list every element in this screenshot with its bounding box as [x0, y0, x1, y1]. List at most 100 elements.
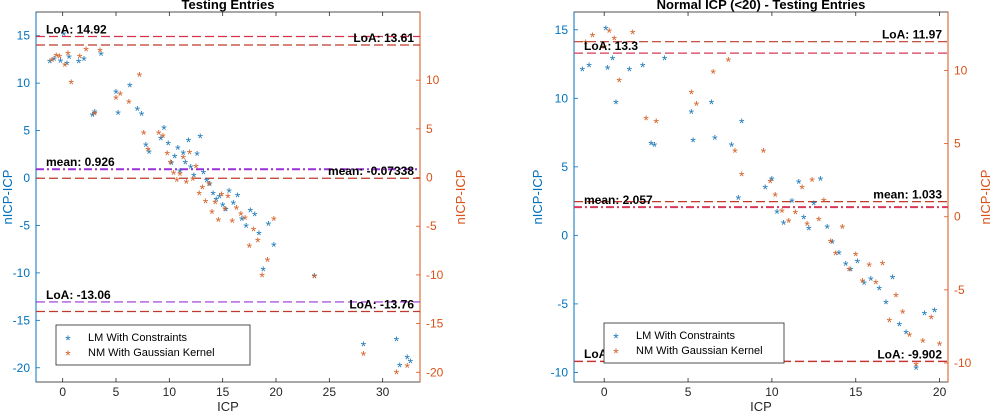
right-y-tick-label: -20	[426, 365, 444, 379]
nm-marker: *	[601, 41, 607, 57]
lm-marker: *	[796, 175, 802, 191]
lm-marker: *	[191, 169, 197, 185]
lm-marker: *	[214, 193, 220, 209]
legend: * LM With Constraints * NM With Gaussian…	[603, 322, 785, 364]
nm-marker: *	[57, 50, 63, 66]
limit-lines	[36, 35, 420, 313]
lm-marker: *	[736, 192, 742, 208]
lm-marker: *	[877, 282, 883, 298]
x-tick-label: 30	[376, 385, 390, 399]
nm-marker: *	[920, 335, 926, 351]
limit-annotation: LoA: -13.76	[349, 298, 414, 312]
lm-marker: *	[825, 221, 831, 237]
nm-marker: *	[49, 54, 55, 70]
nm-marker: *	[816, 213, 822, 229]
lm-marker: *	[204, 174, 210, 190]
nm-marker: *	[860, 275, 866, 291]
nm-marker: *	[180, 151, 186, 167]
lm-marker: *	[81, 52, 87, 68]
nm-marker: *	[160, 130, 166, 146]
legend: * LM With Constraints * NM With Gaussian…	[55, 324, 251, 366]
limit-annotation: LoA: -9.902	[877, 348, 942, 362]
lm-marker: *	[690, 134, 696, 150]
left-y-tick-label: 15	[555, 23, 569, 37]
nm-marker: *	[583, 36, 589, 52]
limit-annotations: LoA: 14.92 LoA: 13.61 mean: 0.926 mean: -0.…	[46, 22, 414, 311]
chart-title: Testing Entries	[182, 0, 275, 12]
nm-marker: *	[97, 44, 103, 60]
lm-marker: *	[161, 122, 167, 138]
lm-marker: *	[922, 307, 928, 323]
lm-marker: *	[586, 59, 592, 75]
lm-marker: *	[115, 106, 121, 122]
limit-annotation: mean: -0.07338	[328, 164, 414, 178]
lm-marker: *	[397, 359, 403, 375]
nm-marker: *	[779, 204, 785, 220]
lm-marker: *	[408, 355, 414, 371]
nm-marker: *	[804, 218, 810, 234]
lm-marker: *	[662, 52, 668, 68]
nm-marker: *	[126, 96, 132, 112]
lm-marker: *	[169, 157, 175, 173]
nm-marker: *	[630, 26, 636, 42]
left-y-tick-label: 10	[17, 76, 31, 90]
data-markers: ****************************************…	[47, 28, 414, 382]
legend-marker-lm: *	[613, 330, 619, 346]
lm-marker: *	[207, 178, 213, 194]
nm-marker: *	[92, 107, 98, 123]
nm-marker: *	[404, 359, 410, 375]
right-y-axis-ticks: -10 -5 0 5 10	[944, 12, 972, 382]
nm-marker: *	[828, 235, 834, 251]
right-y-tick-label: -5	[426, 219, 437, 233]
right-y-tick-label: 0	[426, 171, 433, 185]
lm-marker: *	[64, 57, 70, 73]
x-tick-label: 20	[933, 385, 947, 399]
nm-marker: *	[196, 187, 202, 203]
plot-area	[573, 11, 949, 383]
left-y-axis-ticks: -20 -15 -10 -5 0 5 10 15	[13, 12, 40, 382]
x-tick-label: 10	[163, 385, 177, 399]
nm-marker: *	[259, 269, 265, 285]
nm-marker: *	[689, 86, 695, 102]
legend-entry-nm: NM With Gaussian Kernel	[636, 345, 763, 357]
nm-marker: *	[187, 146, 193, 162]
lm-marker: *	[252, 208, 258, 224]
lm-marker: *	[868, 273, 874, 289]
right-y-axis-label: nICP-ICP	[453, 170, 468, 225]
lm-marker: *	[66, 50, 72, 66]
lm-marker: *	[113, 86, 119, 102]
nm-marker: *	[219, 188, 225, 204]
left-y-tick-label: -5	[557, 297, 568, 311]
nm-marker: *	[929, 311, 935, 327]
lm-marker: *	[739, 115, 745, 131]
nm-marker: *	[222, 203, 228, 219]
nm-marker: *	[937, 337, 943, 353]
x-tick-label: 5	[685, 385, 692, 399]
lm-marker: *	[239, 213, 245, 229]
lm-marker: *	[811, 197, 817, 213]
nm-marker: *	[171, 167, 177, 183]
left-y-tick-label: 0	[23, 171, 30, 185]
nm-marker: *	[164, 147, 170, 163]
lm-marker: *	[627, 63, 633, 79]
lm-marker: *	[76, 55, 82, 71]
right-y-tick-label: 0	[954, 210, 961, 224]
lm-marker: *	[913, 362, 919, 378]
left-y-tick-label: 10	[555, 91, 569, 105]
legend-box	[55, 324, 251, 366]
nm-marker: *	[168, 156, 174, 172]
lm-marker: *	[836, 247, 842, 263]
legend-box	[603, 322, 785, 364]
limit-annotation: LoA: -13.06	[46, 288, 111, 302]
lm-marker: *	[146, 145, 152, 161]
x-axis-ticks: 0 5 10 15 20 25 30	[59, 12, 390, 399]
nm-marker: *	[710, 65, 716, 81]
nm-marker: *	[612, 32, 618, 48]
nm-marker: *	[873, 276, 879, 292]
lm-marker: *	[127, 79, 133, 95]
lm-marker: *	[729, 138, 735, 154]
x-axis-label: ICP	[750, 399, 772, 413]
nm-marker: *	[271, 212, 277, 228]
